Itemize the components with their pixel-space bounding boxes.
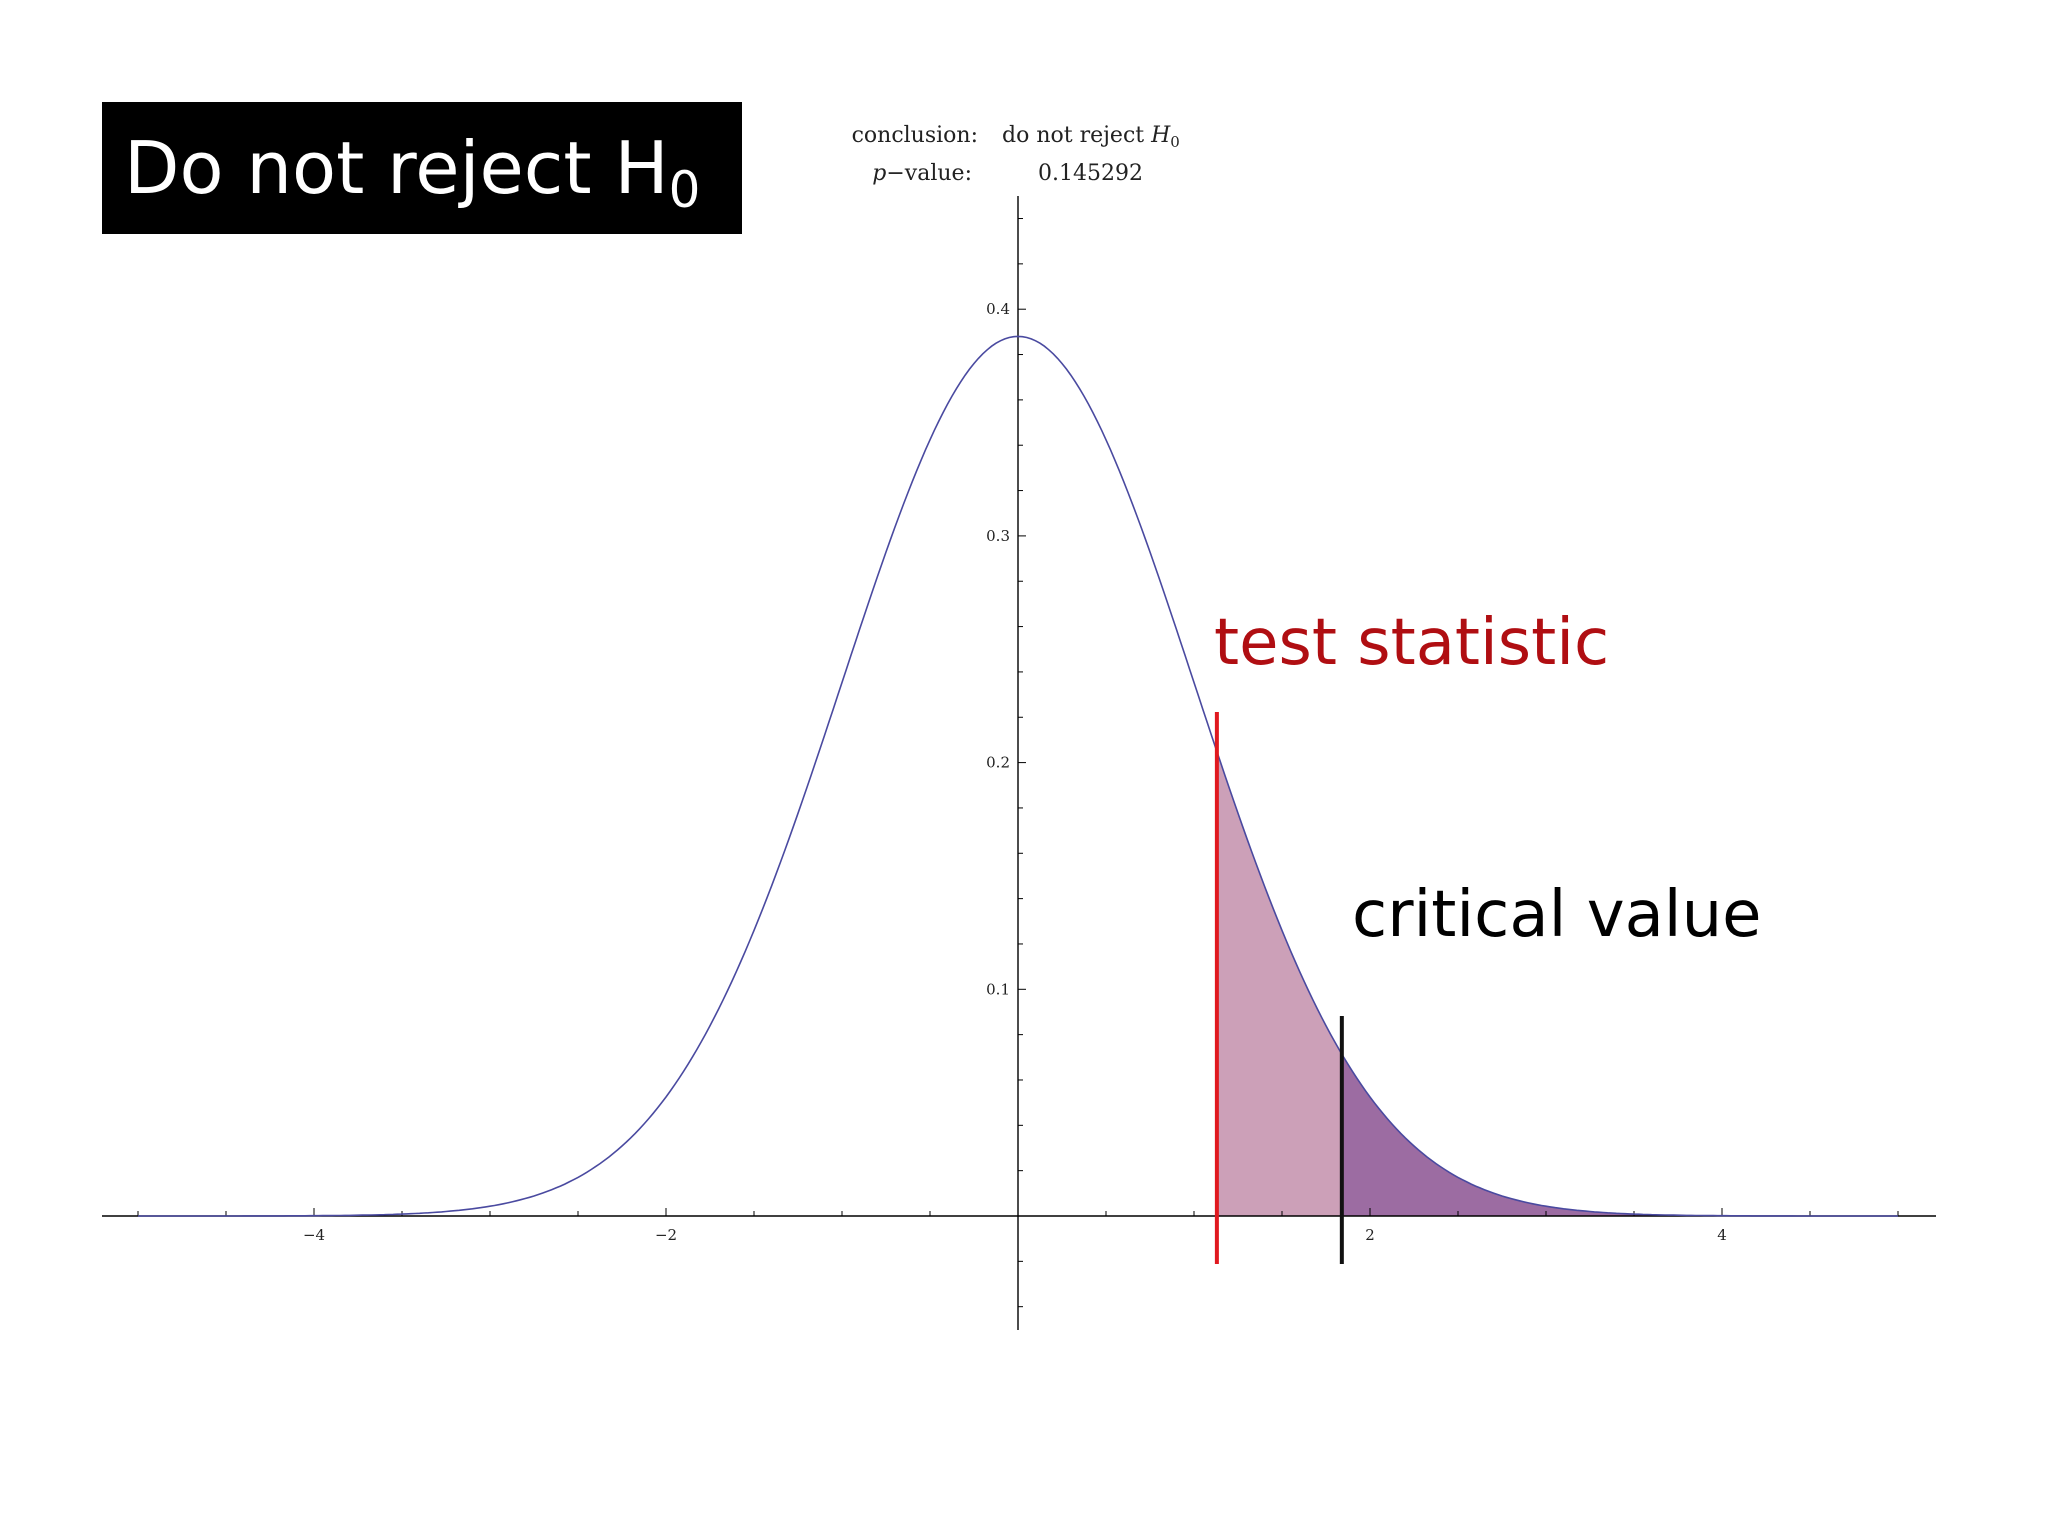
y-tick-label: 0.2 — [986, 754, 1010, 772]
density-curve — [138, 335, 1898, 1217]
pvalue-label: p−value: — [872, 161, 972, 186]
conclusion-value: do not reject H0 — [1002, 123, 1180, 151]
conclusion-label: conclusion: — [852, 123, 978, 148]
y-tick-label: 0.3 — [986, 527, 1010, 545]
critical-value-label: critical value — [1352, 878, 1762, 952]
conclusion-title-subscript: 0 — [668, 161, 701, 219]
x-tick-label: −2 — [655, 1226, 677, 1244]
conclusion-title-box: Do not reject H0 — [102, 102, 742, 234]
y-tick-label: 0.1 — [986, 980, 1010, 998]
x-tick-label: −4 — [303, 1226, 325, 1244]
y-tick-label: 0.4 — [986, 300, 1010, 318]
pvalue-value: 0.145292 — [1038, 161, 1143, 186]
conclusion-title: Do not reject H — [124, 126, 669, 210]
test-statistic-label: test statistic — [1214, 606, 1609, 680]
x-tick-label: 4 — [1717, 1226, 1727, 1244]
x-tick-label: 2 — [1365, 1226, 1375, 1244]
p-value-region — [1216, 751, 1342, 1216]
rejection-region — [1341, 1054, 1898, 1216]
